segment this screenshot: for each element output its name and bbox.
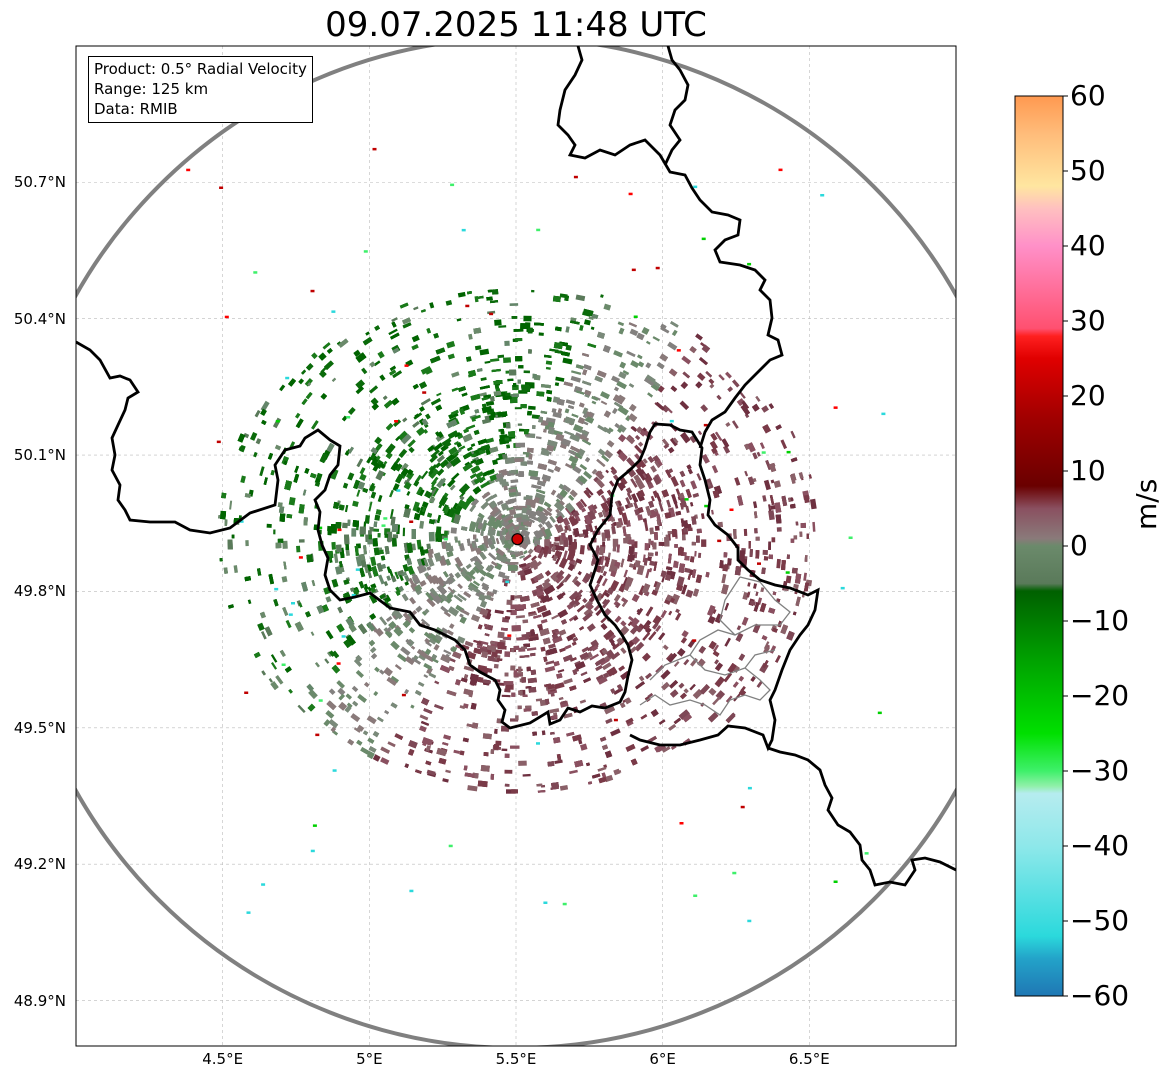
colorbar-tick-label: −40 xyxy=(1070,829,1130,862)
colorbar-tick-label: 20 xyxy=(1070,379,1106,412)
latitude-tick-label: 50.1°N xyxy=(13,446,66,465)
colorbar-unit: m/s xyxy=(1130,478,1163,530)
country-border-belgium-netherlands xyxy=(556,46,784,449)
latitude-tick-label: 50.7°N xyxy=(13,173,66,192)
colorbar-tick-label: −30 xyxy=(1070,754,1130,787)
map-title: 09.07.2025 11:48 UTC xyxy=(325,5,707,45)
longitude-tick-label: 5°E xyxy=(356,1050,383,1068)
longitude-tick-label: 6.5°E xyxy=(788,1050,830,1068)
latitude-tick-label: 49.8°N xyxy=(13,582,66,601)
country-border-germany-france xyxy=(767,746,956,887)
colorbar xyxy=(1014,95,1068,997)
range-label: Range: 125 km xyxy=(94,80,209,98)
country-border-netherlands-germany xyxy=(663,46,690,166)
colorbar-tick-label: −50 xyxy=(1070,904,1130,937)
colorbar-tick-label: −20 xyxy=(1070,679,1130,712)
colorbar-tick-label: 10 xyxy=(1070,454,1106,487)
colorbar-tick-label: 40 xyxy=(1070,229,1106,262)
latitude-tick-label: 48.9°N xyxy=(13,991,66,1010)
longitude-tick-label: 4.5°E xyxy=(202,1050,244,1068)
colorbar-gradient xyxy=(1014,95,1064,997)
colorbar-tick-label: −60 xyxy=(1070,979,1130,1012)
colorbar-tick-label: −10 xyxy=(1070,604,1130,637)
colorbar-tick-label: 50 xyxy=(1070,154,1106,187)
product-info-box: Product: 0.5° Radial Velocity Range: 125… xyxy=(88,56,313,123)
colorbar-tick-label: 30 xyxy=(1070,304,1106,337)
product-label: Product: 0.5° Radial Velocity xyxy=(94,60,307,78)
latitude-tick-label: 50.4°N xyxy=(13,309,66,328)
radar-site-marker[interactable] xyxy=(511,533,524,546)
longitude-tick-label: 6°E xyxy=(649,1050,676,1068)
graticule xyxy=(76,46,956,1046)
colorbar-tick-label: 60 xyxy=(1070,79,1106,112)
latitude-tick-label: 49.5°N xyxy=(13,718,66,737)
map-frame xyxy=(75,45,957,1047)
country-border-france-belgium xyxy=(76,340,820,752)
longitude-tick-label: 5.5°E xyxy=(495,1050,537,1068)
colorbar-tick-label: 0 xyxy=(1070,529,1088,562)
velocity-echoes xyxy=(186,147,886,923)
source-label: Data: RMIB xyxy=(94,100,178,118)
admin-border-luxembourg xyxy=(639,576,791,716)
latitude-tick-label: 49.2°N xyxy=(13,855,66,874)
